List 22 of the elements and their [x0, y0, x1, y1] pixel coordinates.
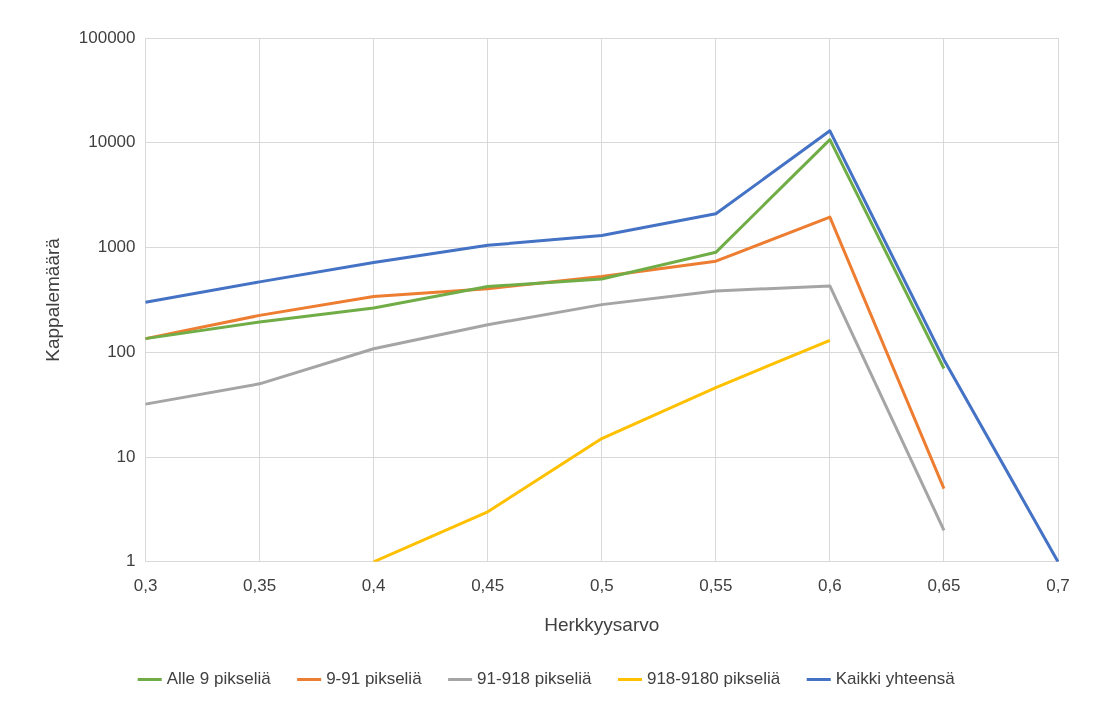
x-tick-label: 0,35 [243, 575, 277, 595]
x-tick-label: 0,6 [818, 575, 842, 595]
y-tick-label: 1000 [97, 237, 136, 257]
x-tick-label: 0,4 [361, 575, 386, 595]
x-tick-label: 0,45 [471, 575, 505, 595]
y-tick-label: 100 [107, 341, 136, 361]
legend-label: Alle 9 pikseliä [166, 669, 272, 689]
x-tick-label: 0,55 [699, 575, 733, 595]
x-tick-label: 0,65 [927, 575, 961, 595]
y-axis-title: Kappalemäärä [41, 237, 63, 362]
legend-label: Kaikki yhteensä [835, 669, 956, 689]
x-tick-label: 0,7 [1046, 575, 1070, 595]
legend-label: 918-9180 pikseliä [646, 669, 781, 689]
legend-label: 9-91 pikseliä [326, 669, 423, 689]
x-tick-label: 0,3 [133, 575, 158, 595]
y-tick-label: 100000 [78, 27, 136, 47]
x-axis-title: Herkkyysarvo [544, 613, 660, 635]
y-tick-label: 1 [126, 551, 136, 571]
y-tick-label: 10000 [88, 132, 136, 152]
x-tick-label: 0,5 [589, 575, 614, 595]
y-tick-label: 10 [116, 446, 136, 466]
legend-label: 91-918 pikseliä [477, 669, 592, 689]
